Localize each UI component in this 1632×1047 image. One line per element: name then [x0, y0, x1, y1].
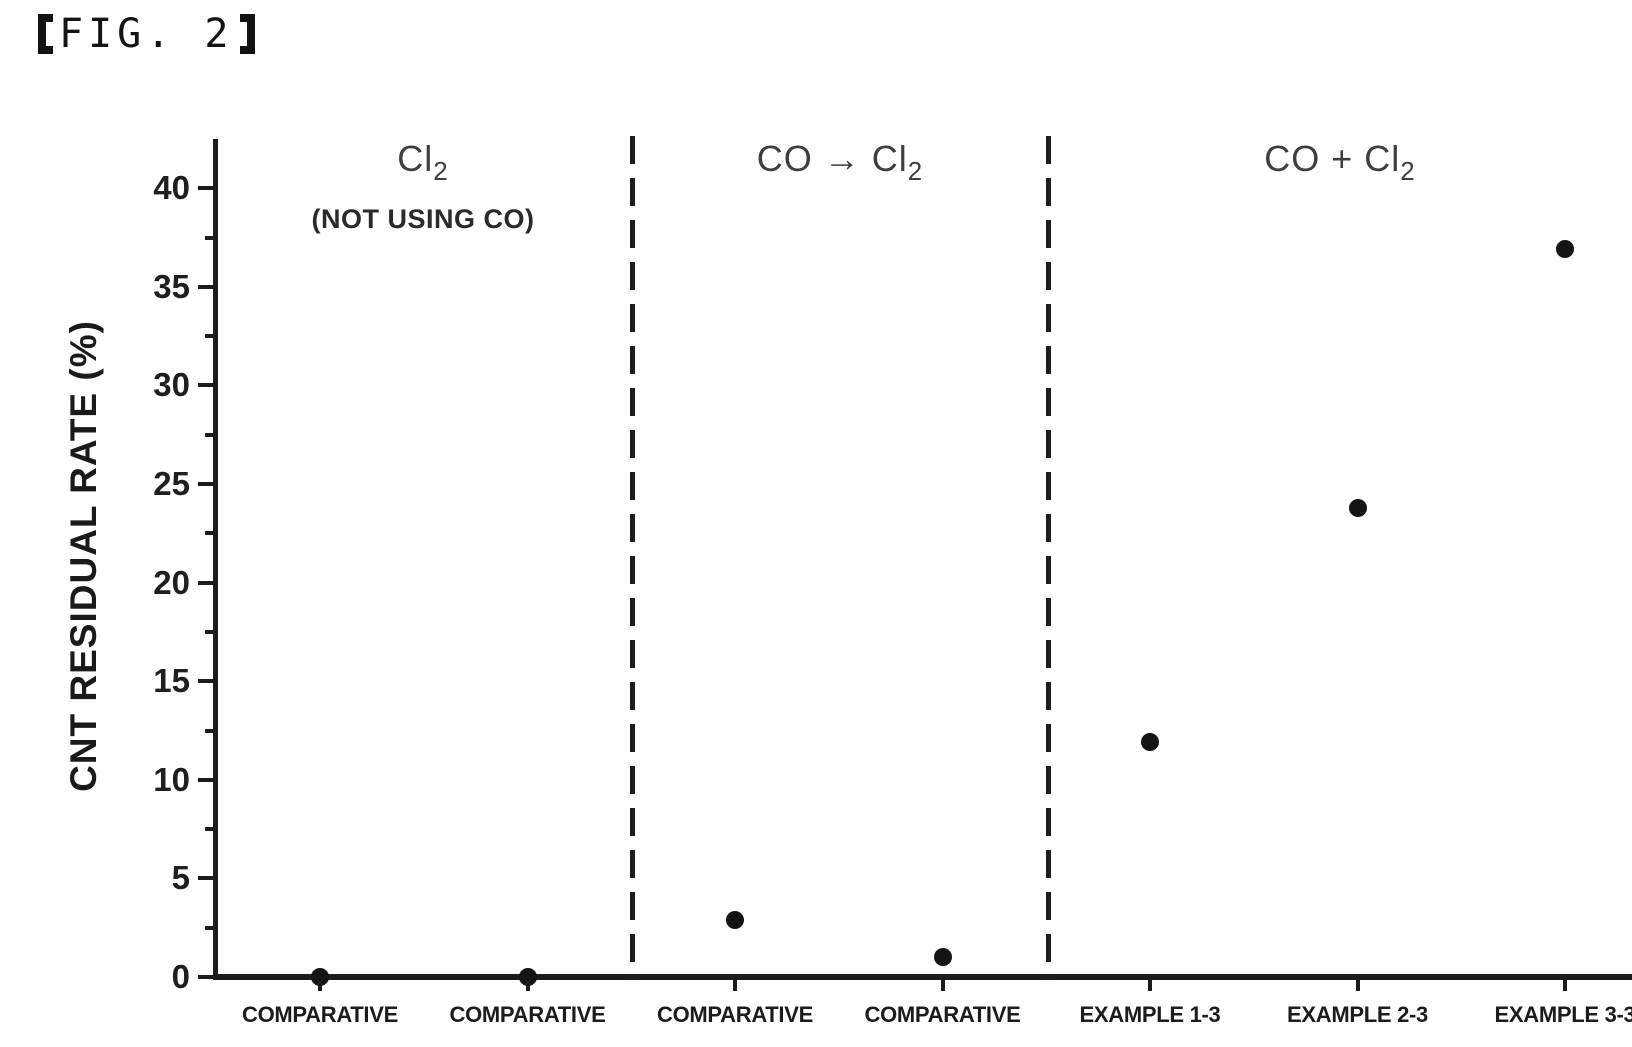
y-major-tick [198, 876, 215, 881]
y-tick-label: 40 [153, 169, 190, 207]
y-major-tick [198, 383, 215, 388]
data-point-marker [311, 968, 329, 986]
y-tick-label: 25 [153, 465, 190, 502]
y-minor-tick [205, 531, 215, 536]
y-major-tick [198, 186, 215, 191]
data-point-marker [1348, 498, 1367, 517]
x-category-tick [1563, 980, 1567, 991]
x-axis-line [213, 974, 1632, 980]
section-label-text: Cl [397, 138, 434, 179]
y-tick-label: 30 [153, 366, 190, 404]
data-point-marker [726, 910, 744, 929]
y-minor-tick [205, 728, 215, 733]
data-point-marker [1556, 240, 1574, 259]
y-tick-label: 20 [153, 563, 190, 601]
x-category-tick [525, 980, 530, 991]
y-minor-tick [205, 827, 215, 832]
y-major-tick [198, 580, 215, 585]
x-category-tick [318, 980, 322, 991]
y-major-tick [198, 482, 215, 486]
section-label-subscript: 2 [1400, 158, 1416, 186]
y-minor-tick [205, 629, 215, 634]
y-axis-line [213, 139, 218, 980]
section-label-text: CO → Cl [756, 138, 908, 179]
x-category-tick [1148, 980, 1152, 991]
y-minor-tick [205, 925, 215, 930]
figure-title: FIG. 2 [38, 8, 255, 60]
section-divider-dashed-line [1046, 136, 1051, 977]
data-point-marker [1141, 733, 1159, 752]
section-header-label: CO + Cl2 [1130, 138, 1550, 186]
y-tick-label: 35 [153, 267, 190, 305]
y-major-tick [198, 777, 215, 782]
x-category-tick [940, 980, 945, 991]
x-category-label: COMPARATIVE [242, 1002, 398, 1027]
x-category-tick [733, 980, 737, 991]
y-major-tick [198, 679, 215, 684]
x-category-label: COMPARATIVE [657, 1002, 813, 1027]
section-divider-dashed-line [630, 136, 635, 977]
y-minor-tick [205, 235, 215, 240]
x-category-label: COMPARATIVE [864, 1002, 1021, 1027]
x-category-label: EXAMPLE 2-3 [1287, 1002, 1428, 1027]
right-lenticular-bracket-icon [239, 14, 255, 54]
section-header-label: Cl2 [213, 138, 633, 186]
y-tick-label: 10 [153, 760, 190, 798]
data-point-marker [518, 968, 537, 986]
section-label-subscript: 2 [433, 158, 449, 186]
section-note-label: (NOT USING CO) [311, 204, 535, 234]
y-major-tick [198, 975, 215, 979]
y-major-tick [198, 284, 215, 289]
left-lenticular-bracket-icon [38, 14, 53, 54]
y-axis-title: CNT RESIDUAL RATE (%) [63, 320, 104, 792]
y-minor-tick [205, 432, 215, 437]
x-category-tick [1355, 980, 1360, 991]
figure-title-text: FIG. 2 [59, 11, 234, 57]
data-point-marker [933, 948, 952, 967]
x-category-label: COMPARATIVE [449, 1002, 606, 1027]
y-tick-label: 0 [171, 958, 190, 995]
y-tick-label: 15 [153, 662, 190, 700]
y-tick-label: 5 [171, 859, 190, 897]
x-category-label: EXAMPLE 3-3 [1494, 1002, 1632, 1027]
y-minor-tick [205, 334, 215, 339]
x-category-label: EXAMPLE 1-3 [1079, 1002, 1221, 1027]
section-header-label: CO → Cl2 [630, 138, 1050, 186]
section-label-subscript: 2 [907, 158, 924, 186]
section-label-text: CO + Cl [1264, 138, 1401, 179]
